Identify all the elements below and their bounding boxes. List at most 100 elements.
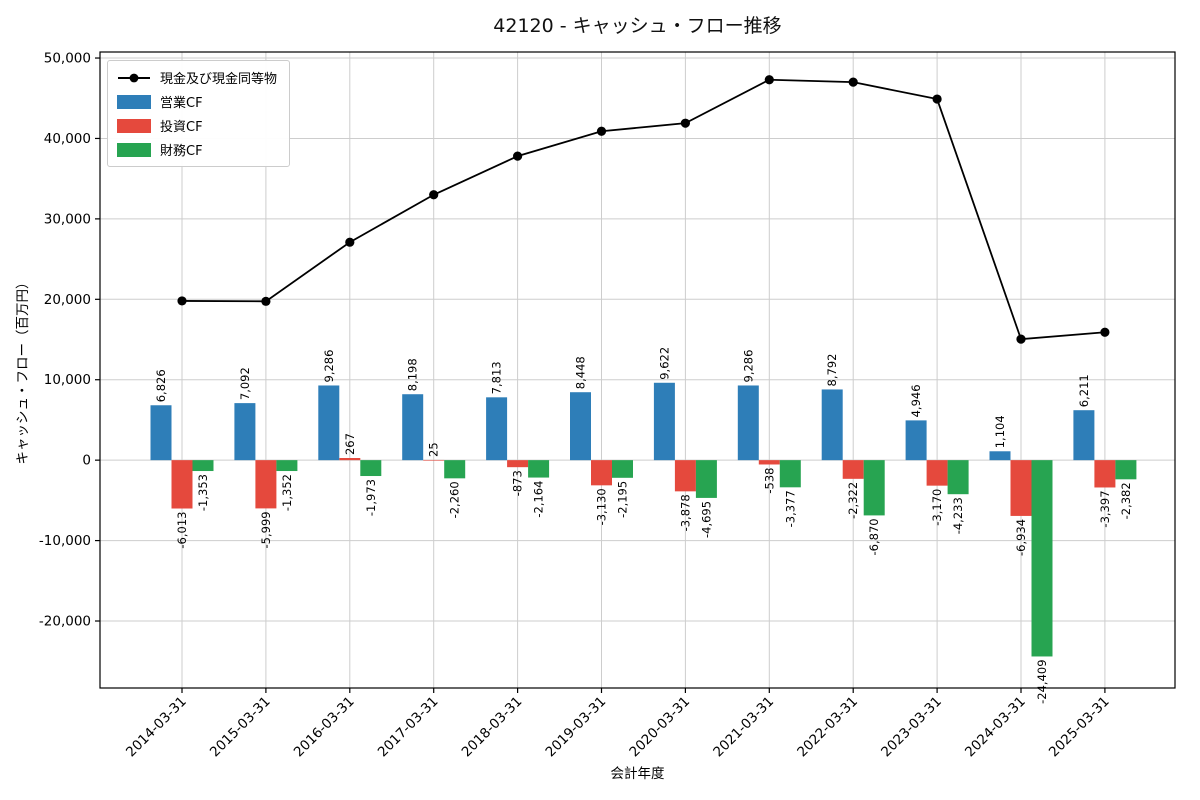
bar-label-financing-cf-2023-03-31: -4,233 — [951, 497, 965, 534]
bar-label-investing-cf-2025-03-31: -3,397 — [1098, 490, 1112, 527]
bar-label-financing-cf-2021-03-31: -3,377 — [783, 490, 797, 527]
bar-label-financing-cf-2019-03-31: -2,195 — [616, 481, 630, 518]
y-tick-label: -20,000 — [39, 614, 91, 630]
legend-line-marker-icon — [118, 73, 150, 82]
legend-swatch-icon — [117, 94, 151, 109]
x-axis-title: 会計年度 — [610, 766, 665, 782]
bar-investing-cf-2021-03-31 — [758, 460, 780, 465]
bar-label-financing-cf-2025-03-31: -2,382 — [1119, 482, 1133, 519]
x-tick-label-2021-03-31: 2021-03-31 — [710, 694, 777, 761]
bar-label-operating-cf-2021-03-31: 9,286 — [741, 350, 755, 383]
bar-operating-cf-2019-03-31 — [570, 392, 591, 461]
bar-label-operating-cf-2020-03-31: 9,622 — [657, 347, 671, 380]
bar-label-financing-cf-2016-03-31: -1,973 — [364, 479, 378, 516]
x-tick-label-2022-03-31: 2022-03-31 — [794, 694, 861, 761]
x-tick-label-2015-03-31: 2015-03-31 — [207, 694, 274, 761]
bar-operating-cf-2023-03-31 — [905, 420, 927, 461]
bar-label-investing-cf-2018-03-31: -873 — [511, 470, 525, 496]
y-tick-label: 0 — [82, 453, 91, 469]
bar-investing-cf-2025-03-31 — [1094, 460, 1116, 488]
x-tick-label-2024-03-31: 2024-03-31 — [962, 694, 1029, 761]
bar-financing-cf-2016-03-31 — [360, 460, 382, 477]
y-tick-label: -10,000 — [39, 533, 91, 549]
legend-item-investing-cf: 投資CF — [117, 116, 277, 135]
legend-item-operating-cf: 営業CF — [117, 92, 277, 111]
bar-label-investing-cf-2020-03-31: -3,878 — [678, 494, 692, 531]
x-tick-label-2017-03-31: 2017-03-31 — [375, 694, 442, 761]
bar-label-investing-cf-2023-03-31: -3,170 — [930, 489, 944, 526]
bar-label-investing-cf-2016-03-31: 267 — [343, 433, 357, 455]
marker-cash-and-equivalents-2018-03-31 — [513, 151, 523, 161]
bar-investing-cf-2015-03-31 — [255, 460, 277, 509]
legend-swatch-icon — [117, 118, 151, 133]
bar-investing-cf-2022-03-31 — [842, 460, 864, 479]
bar-label-financing-cf-2017-03-31: -2,260 — [448, 481, 462, 518]
x-tick-label-2020-03-31: 2020-03-31 — [626, 694, 693, 761]
bar-investing-cf-2019-03-31 — [591, 460, 612, 486]
bar-label-investing-cf-2015-03-31: -5,999 — [259, 511, 273, 548]
chart-legend: 現金及び現金同等物 営業CF 投資CF 財務CF — [107, 60, 291, 167]
bar-operating-cf-2016-03-31 — [318, 385, 340, 461]
y-tick-label: 50,000 — [44, 51, 91, 67]
marker-cash-and-equivalents-2020-03-31 — [680, 118, 691, 128]
bar-label-financing-cf-2015-03-31: -1,352 — [280, 474, 294, 511]
bar-financing-cf-2023-03-31 — [947, 460, 969, 495]
legend-item-cash-and-equivalents: 現金及び現金同等物 — [117, 68, 277, 87]
bar-financing-cf-2022-03-31 — [863, 460, 885, 516]
marker-cash-and-equivalents-2023-03-31 — [932, 94, 942, 104]
bar-operating-cf-2014-03-31 — [150, 405, 172, 461]
bar-label-operating-cf-2019-03-31: 8,448 — [574, 356, 588, 389]
legend-swatch-icon — [117, 142, 151, 157]
marker-cash-and-equivalents-2022-03-31 — [848, 77, 858, 87]
axes-border — [99, 51, 1176, 689]
bar-investing-cf-2023-03-31 — [926, 460, 948, 486]
bar-label-investing-cf-2021-03-31: -538 — [762, 467, 776, 493]
marker-cash-and-equivalents-2019-03-31 — [596, 126, 607, 136]
legend-label-investing-cf: 投資CF — [160, 120, 203, 135]
bar-financing-cf-2018-03-31 — [528, 460, 550, 478]
x-tick-label-2025-03-31: 2025-03-31 — [1046, 694, 1113, 761]
bar-label-financing-cf-2024-03-31: -24,409 — [1035, 659, 1049, 703]
bar-financing-cf-2014-03-31 — [192, 460, 214, 472]
bar-label-operating-cf-2014-03-31: 6,826 — [154, 369, 168, 402]
marker-cash-and-equivalents-2025-03-31 — [1100, 327, 1110, 337]
marker-cash-and-equivalents-2021-03-31 — [764, 75, 774, 85]
bar-investing-cf-2014-03-31 — [171, 460, 193, 509]
legend-item-financing-cf: 財務CF — [117, 140, 277, 159]
bar-financing-cf-2017-03-31 — [444, 460, 466, 479]
line-cash-and-equivalents — [181, 78, 1105, 341]
bar-financing-cf-2025-03-31 — [1115, 460, 1137, 480]
bar-label-operating-cf-2017-03-31: 8,198 — [406, 358, 420, 391]
bar-label-financing-cf-2018-03-31: -2,164 — [532, 481, 546, 518]
marker-cash-and-equivalents-2014-03-31 — [177, 296, 187, 306]
y-tick-label: 10,000 — [44, 372, 91, 388]
x-tick-label-2019-03-31: 2019-03-31 — [543, 694, 610, 761]
marker-cash-and-equivalents-2024-03-31 — [1016, 334, 1026, 344]
bar-label-investing-cf-2014-03-31: -6,013 — [175, 512, 189, 549]
bar-label-operating-cf-2015-03-31: 7,092 — [238, 367, 252, 400]
bar-operating-cf-2020-03-31 — [653, 382, 675, 461]
bar-investing-cf-2024-03-31 — [1010, 460, 1032, 516]
bar-operating-cf-2022-03-31 — [821, 389, 843, 461]
bar-label-financing-cf-2020-03-31: -4,695 — [699, 501, 713, 538]
bar-financing-cf-2020-03-31 — [695, 460, 717, 498]
bar-label-operating-cf-2025-03-31: 6,211 — [1077, 374, 1091, 407]
bar-investing-cf-2020-03-31 — [674, 460, 696, 492]
marker-cash-and-equivalents-2017-03-31 — [429, 190, 439, 200]
bar-operating-cf-2025-03-31 — [1073, 410, 1095, 461]
chart-title: 42120 - キャッシュ・フロー推移 — [493, 15, 782, 37]
y-tick-label: 20,000 — [44, 292, 91, 308]
bar-label-financing-cf-2022-03-31: -6,870 — [867, 518, 881, 555]
bar-label-operating-cf-2023-03-31: 4,946 — [909, 384, 923, 417]
x-tick-label-2014-03-31: 2014-03-31 — [123, 694, 190, 761]
bar-investing-cf-2016-03-31 — [339, 458, 361, 461]
marker-cash-and-equivalents-2015-03-31 — [261, 296, 271, 306]
y-tick-label: 40,000 — [44, 131, 91, 147]
bar-financing-cf-2024-03-31 — [1031, 460, 1053, 657]
y-tick-label: 30,000 — [44, 211, 91, 227]
bar-label-operating-cf-2016-03-31: 9,286 — [322, 350, 336, 383]
legend-label-cash-and-equivalents: 現金及び現金同等物 — [160, 72, 278, 87]
bar-label-financing-cf-2014-03-31: -1,353 — [196, 474, 210, 511]
legend-label-operating-cf: 営業CF — [160, 96, 203, 111]
